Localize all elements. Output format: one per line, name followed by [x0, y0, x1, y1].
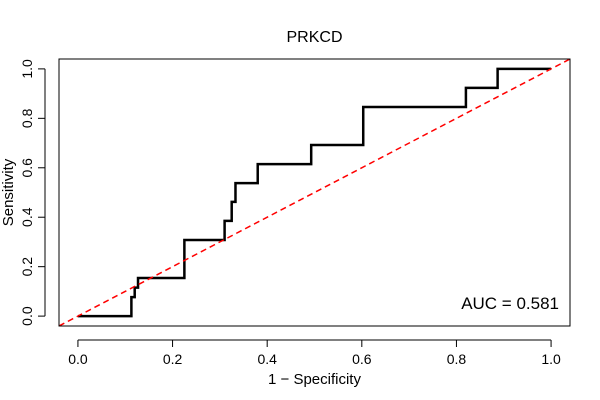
y-tick-label: 0.8 — [19, 108, 35, 128]
plot-frame — [58, 58, 571, 327]
x-tick-label: 0.8 — [447, 351, 467, 367]
y-axis: 0.0 0.2 0.4 0.6 0.8 1.0 — [19, 59, 46, 326]
y-tick-label: 0.4 — [19, 207, 35, 227]
roc-curve-line — [77, 67, 552, 318]
y-tick-label: 0.6 — [19, 158, 35, 178]
y-tick-label: 0.2 — [19, 257, 35, 277]
auc-annotation: AUC = 0.581 — [461, 294, 559, 313]
y-tick-label: 0.0 — [19, 306, 35, 326]
x-tick-label: 0.4 — [257, 351, 277, 367]
x-axis-label: 1 − Specificity — [268, 371, 361, 388]
y-tick-label: 1.0 — [19, 59, 35, 79]
reference-diagonal-line — [59, 59, 570, 326]
y-axis-label: Sensitivity — [0, 158, 17, 226]
chart-title: PRKCD — [286, 29, 342, 46]
x-tick-label: 0.0 — [68, 351, 88, 367]
x-tick-label: 0.6 — [352, 351, 372, 367]
x-tick-label: 1.0 — [541, 351, 561, 367]
x-tick-label: 0.2 — [163, 351, 183, 367]
plot-area — [59, 59, 570, 326]
x-axis: 0.0 0.2 0.4 0.6 0.8 1.0 — [68, 339, 561, 367]
